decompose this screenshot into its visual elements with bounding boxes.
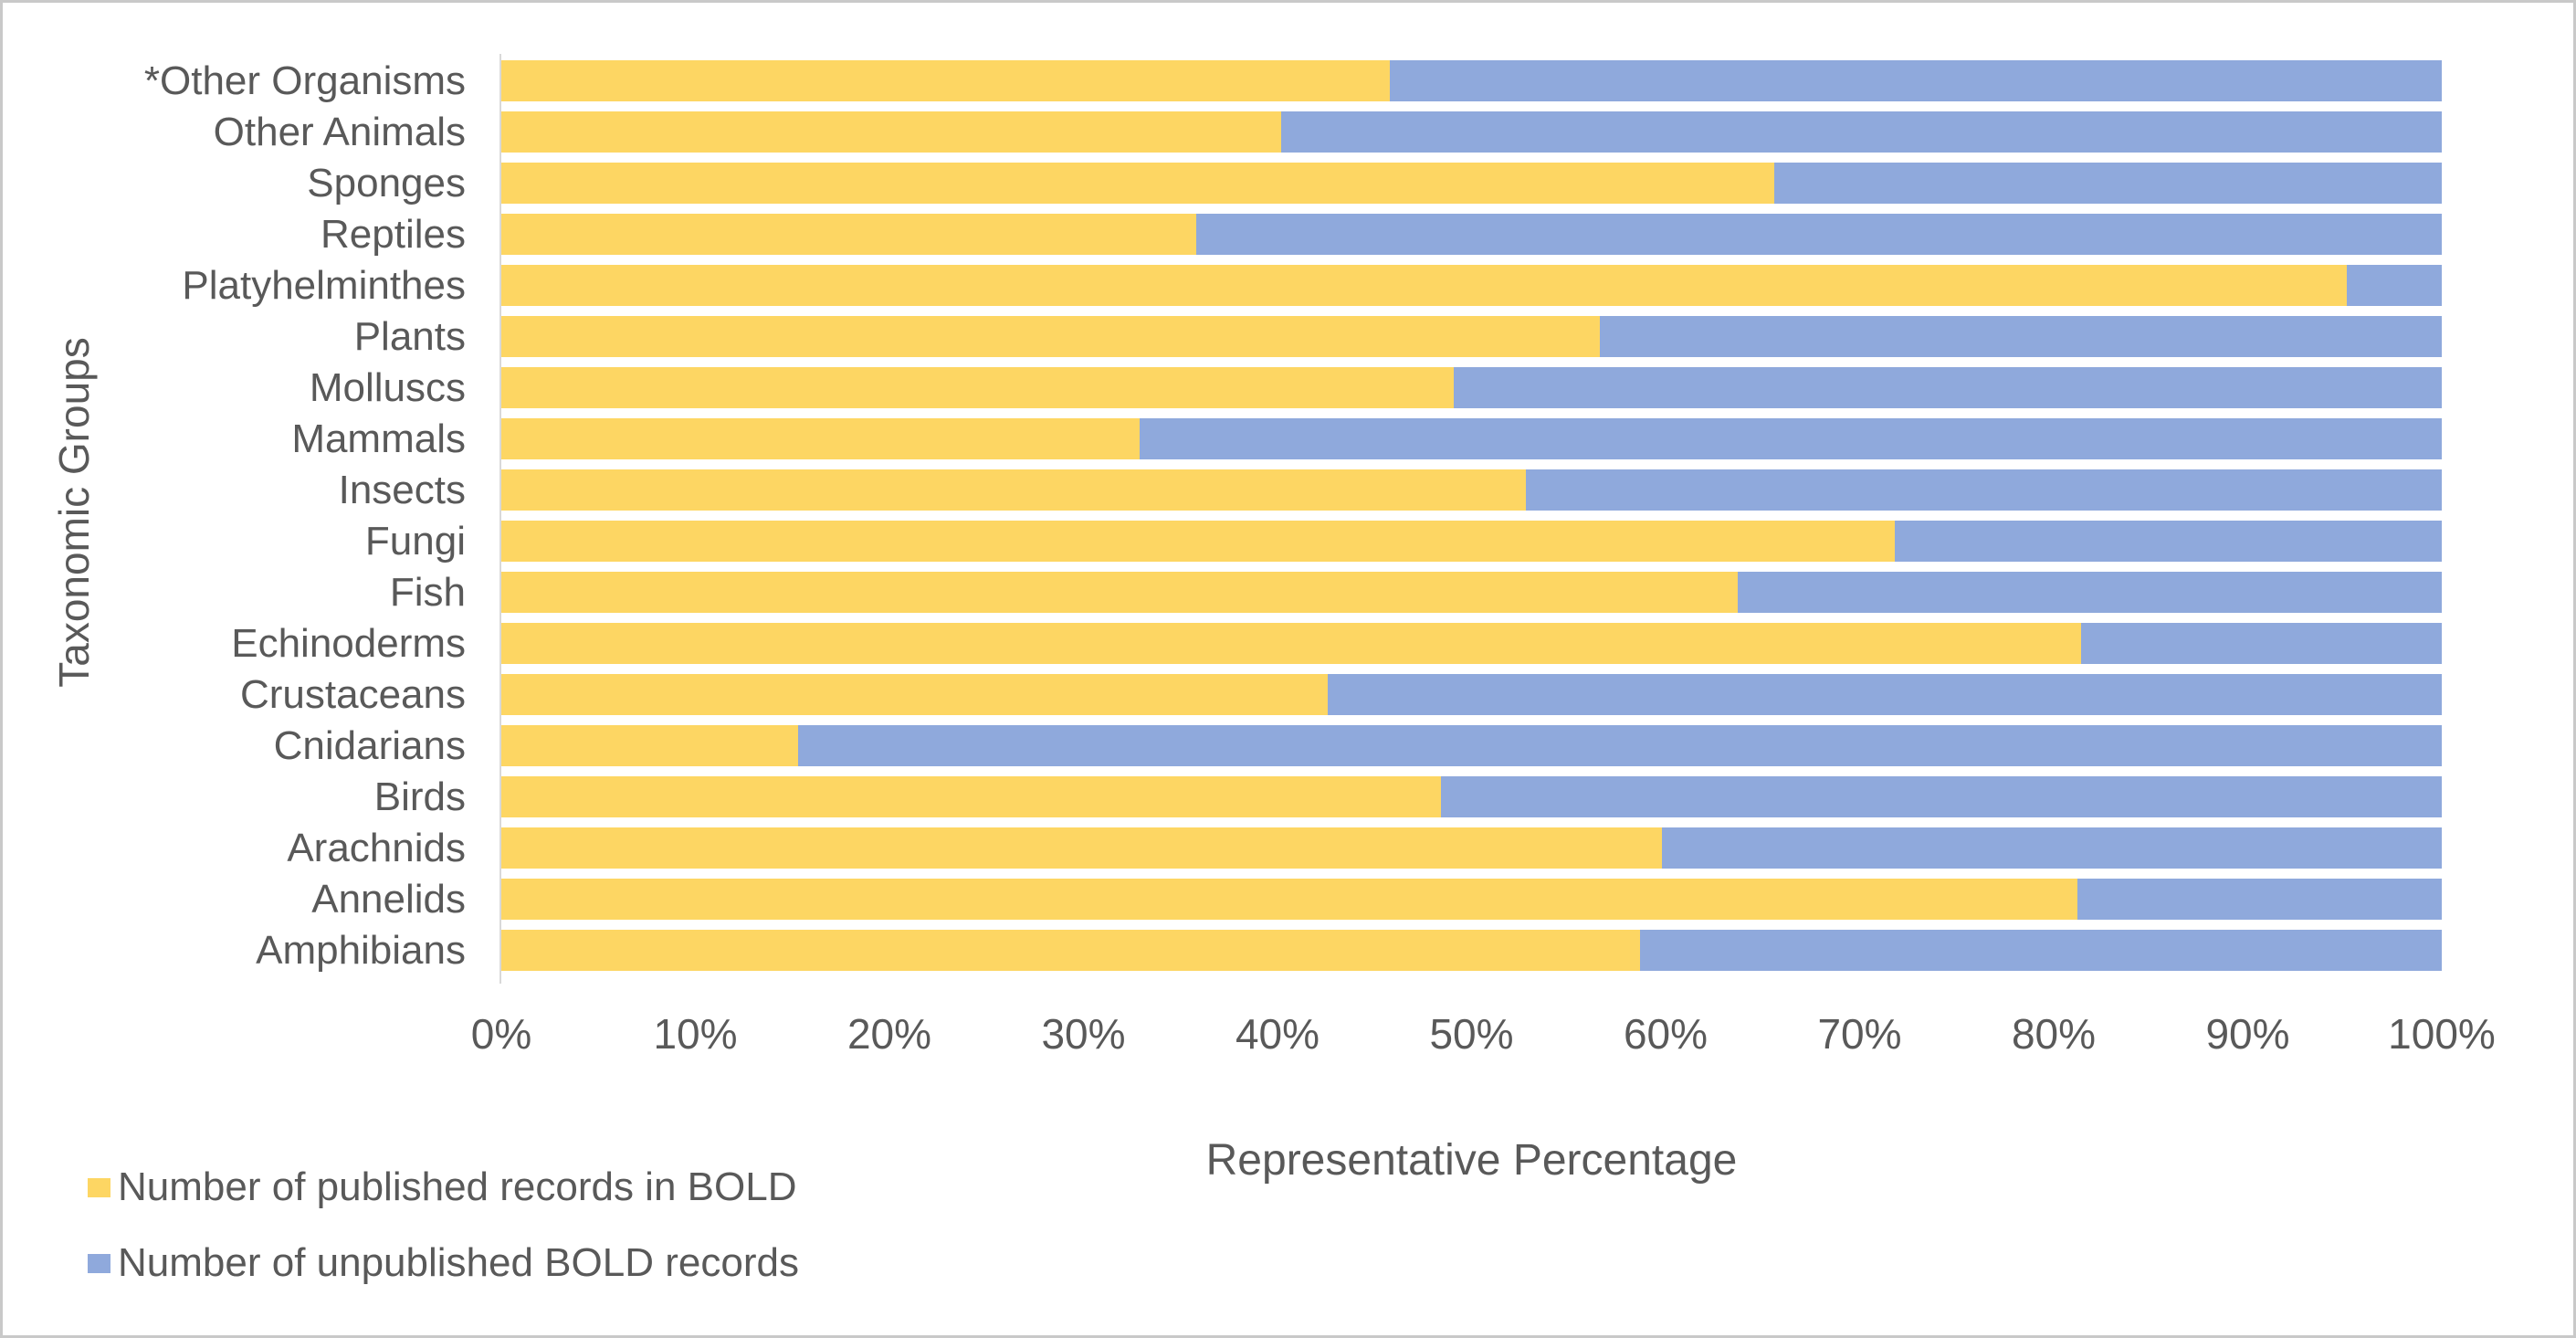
bar-segment-unpublished xyxy=(1328,674,2442,715)
bar-row xyxy=(501,60,2442,101)
bar-segment-published xyxy=(501,674,1329,715)
bar-row xyxy=(501,265,2442,306)
x-tick-label: 90% xyxy=(2205,1010,2290,1058)
category-label: Reptiles xyxy=(321,212,466,257)
plot-area xyxy=(501,60,2442,971)
bar-row xyxy=(501,316,2442,357)
bar-segment-published xyxy=(501,623,2081,664)
bar-row xyxy=(501,418,2442,459)
x-tick-label: 70% xyxy=(1817,1010,1902,1058)
bar-row xyxy=(501,572,2442,613)
bar-row xyxy=(501,521,2442,562)
category-label: Mammals xyxy=(291,416,466,461)
bar-segment-published xyxy=(501,316,1600,357)
category-label: Plants xyxy=(353,314,466,359)
bar-segment-published xyxy=(501,572,1738,613)
legend-label-unpublished: Number of unpublished BOLD records xyxy=(118,1240,799,1285)
bar-segment-published xyxy=(501,163,1774,204)
category-label: Fungi xyxy=(364,519,466,564)
legend-item-published: Number of published records in BOLD xyxy=(88,1164,797,1209)
bar-segment-unpublished xyxy=(2077,879,2442,920)
bar-segment-published xyxy=(501,265,2347,306)
legend-item-unpublished: Number of unpublished BOLD records xyxy=(88,1240,799,1285)
bar-segment-published xyxy=(501,367,1455,408)
bar-row xyxy=(501,674,2442,715)
bar-segment-unpublished xyxy=(1774,163,2442,204)
bar-row xyxy=(501,776,2442,817)
category-label: Birds xyxy=(373,774,466,819)
bar-segment-unpublished xyxy=(1281,111,2442,153)
category-label: *Other Organisms xyxy=(143,58,466,103)
category-label: Amphibians xyxy=(256,928,466,973)
category-label: Sponges xyxy=(307,161,466,205)
bar-row xyxy=(501,163,2442,204)
bar-segment-published xyxy=(501,725,799,766)
legend-swatch-published xyxy=(88,1177,110,1197)
bar-row xyxy=(501,827,2442,869)
bar-segment-published xyxy=(501,418,1141,459)
x-tick-label: 50% xyxy=(1429,1010,1514,1058)
bar-segment-published xyxy=(501,879,2077,920)
bar-segment-published xyxy=(501,111,1282,153)
bar-segment-unpublished xyxy=(2346,265,2442,306)
bar-segment-published xyxy=(501,930,1641,971)
x-tick-label: 80% xyxy=(2011,1010,2097,1058)
category-label: Cnidarians xyxy=(273,723,466,768)
bar-segment-unpublished xyxy=(1661,827,2442,869)
x-tick-label: 100% xyxy=(2388,1010,2496,1058)
category-label: Platyhelminthes xyxy=(182,263,466,308)
category-label: Echinoderms xyxy=(231,621,466,666)
bar-segment-published xyxy=(501,469,1526,511)
x-axis-title: Representative Percentage xyxy=(1205,1136,1738,1185)
bar-segment-unpublished xyxy=(1195,214,2442,255)
bar-row xyxy=(501,623,2442,664)
x-axis-ticks: 0% 10% 20% 30% 40% 50% 60% 70% 80% 90% 100% xyxy=(471,1009,2496,1058)
bar-segment-published xyxy=(501,214,1196,255)
bar-row xyxy=(501,930,2442,971)
bar-segment-unpublished xyxy=(1526,469,2442,511)
bar-segment-unpublished xyxy=(1599,316,2442,357)
bar-segment-unpublished xyxy=(1640,930,2442,971)
bar-segment-published xyxy=(501,827,1662,869)
x-tick-label: 60% xyxy=(1623,1010,1709,1058)
bar-segment-unpublished xyxy=(798,725,2442,766)
bar-segment-published xyxy=(501,60,1391,101)
bar-segment-published xyxy=(501,521,1895,562)
category-label: Arachnids xyxy=(287,826,466,870)
bar-segment-unpublished xyxy=(1390,60,2442,101)
category-label: Other Animals xyxy=(213,110,466,154)
bar-segment-unpublished xyxy=(1454,367,2442,408)
bar-row xyxy=(501,367,2442,408)
y-axis-line xyxy=(499,54,501,984)
category-label: Insects xyxy=(338,468,466,512)
bar-row xyxy=(501,214,2442,255)
x-tick-label: 20% xyxy=(846,1010,932,1058)
category-label: Molluscs xyxy=(309,365,466,410)
bar-segment-unpublished xyxy=(1894,521,2442,562)
bar-row xyxy=(501,111,2442,153)
bar-row xyxy=(501,469,2442,511)
category-labels-column: *Other Organisms Other Animals Sponges Rept… xyxy=(3,60,466,971)
category-label: Crustaceans xyxy=(239,672,466,717)
x-tick-label: 10% xyxy=(653,1010,738,1058)
x-tick-label: 0% xyxy=(470,1010,532,1058)
category-label: Annelids xyxy=(311,877,466,922)
bar-segment-unpublished xyxy=(1737,572,2442,613)
bar-row xyxy=(501,879,2442,920)
bar-segment-unpublished xyxy=(1140,418,2442,459)
bar-segment-unpublished xyxy=(1440,776,2442,817)
legend-label-published: Number of published records in BOLD xyxy=(118,1164,797,1209)
legend-swatch-unpublished xyxy=(88,1253,110,1273)
bar-row xyxy=(501,725,2442,766)
bar-segment-unpublished xyxy=(2080,623,2442,664)
x-tick-label: 40% xyxy=(1235,1010,1320,1058)
x-tick-label: 30% xyxy=(1041,1010,1126,1058)
category-label: Fish xyxy=(389,570,466,615)
bar-segment-published xyxy=(501,776,1441,817)
